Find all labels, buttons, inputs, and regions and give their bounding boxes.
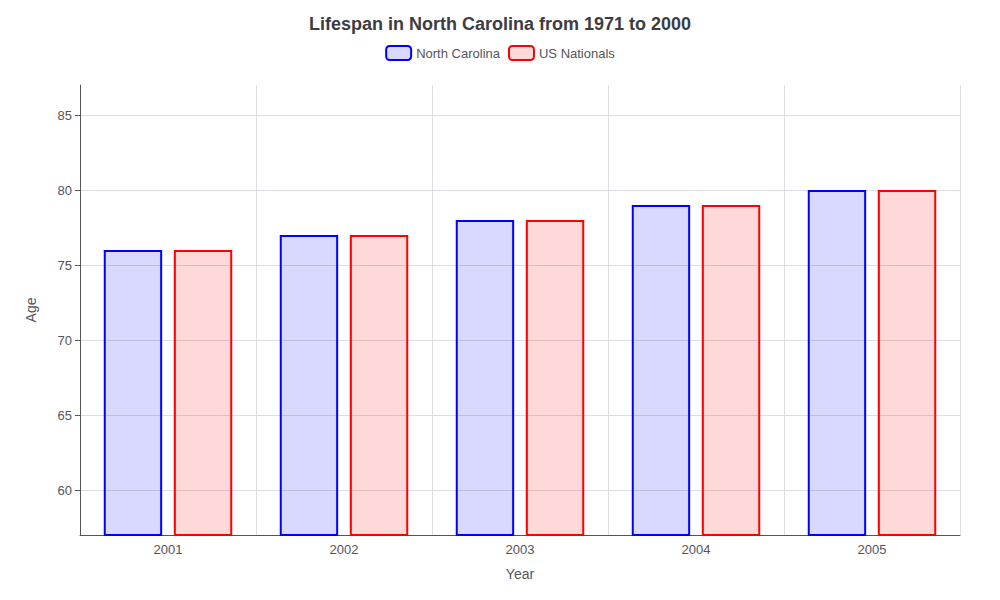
svg-text:85: 85 bbox=[58, 108, 72, 123]
svg-text:Year: Year bbox=[506, 566, 535, 582]
svg-text:75: 75 bbox=[58, 258, 72, 273]
svg-text:2003: 2003 bbox=[506, 542, 535, 557]
svg-text:2001: 2001 bbox=[154, 542, 183, 557]
svg-text:2004: 2004 bbox=[682, 542, 711, 557]
svg-text:Age: Age bbox=[23, 297, 39, 322]
svg-text:Lifespan in North Carolina fro: Lifespan in North Carolina from 1971 to … bbox=[309, 14, 691, 34]
svg-text:70: 70 bbox=[58, 333, 72, 348]
svg-text:80: 80 bbox=[58, 183, 72, 198]
svg-text:60: 60 bbox=[58, 483, 72, 498]
svg-text:2002: 2002 bbox=[330, 542, 359, 557]
svg-text:North Carolina: North Carolina bbox=[416, 46, 501, 61]
svg-text:65: 65 bbox=[58, 408, 72, 423]
svg-text:2005: 2005 bbox=[858, 542, 887, 557]
svg-text:US Nationals: US Nationals bbox=[539, 46, 615, 61]
